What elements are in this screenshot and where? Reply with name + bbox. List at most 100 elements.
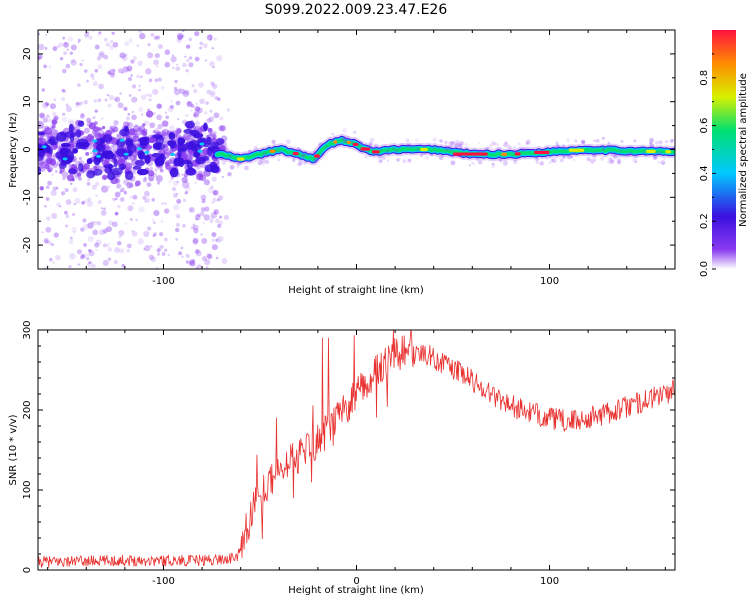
- noise-band-speck: [116, 133, 122, 139]
- noise-band-speck: [138, 125, 146, 133]
- noise-speck: [119, 52, 126, 59]
- noise-speck: [77, 263, 80, 266]
- noise-speck: [98, 229, 105, 236]
- noise-speck: [172, 66, 175, 69]
- ridge-speck: [491, 164, 496, 169]
- noise-speck: [44, 101, 49, 107]
- noise-band-speck: [129, 128, 137, 136]
- noise-blob: [60, 142, 71, 148]
- noise-band-speck: [149, 122, 156, 129]
- noise-speck: [131, 84, 137, 89]
- noise-speck: [70, 58, 75, 63]
- noise-speck: [65, 63, 71, 69]
- ridge-speck: [381, 155, 387, 161]
- noise-speck: [194, 181, 198, 185]
- ridge-speck: [331, 132, 335, 136]
- noise-band-speck: [83, 163, 90, 170]
- noise-speck: [152, 234, 156, 237]
- ridge-speck: [555, 141, 559, 145]
- ridge-speck: [507, 146, 510, 149]
- ridge-speck: [498, 157, 503, 162]
- noise-speck: [123, 179, 130, 186]
- noise-speck: [196, 213, 201, 218]
- noise-speck: [154, 266, 160, 269]
- ridge-speck: [368, 141, 373, 146]
- noise-speck: [194, 120, 200, 127]
- noise-speck: [219, 116, 224, 121]
- noise-speck: [88, 35, 93, 40]
- noise-speck: [46, 114, 50, 119]
- noise-speck: [129, 218, 133, 221]
- ridge-speck: [364, 155, 368, 159]
- noise-speck: [147, 52, 154, 59]
- noise-speck: [114, 98, 118, 101]
- ridge-speck: [658, 151, 663, 156]
- noise-speck: [185, 114, 189, 118]
- noise-speck: [49, 257, 53, 262]
- noise-speck: [212, 189, 219, 196]
- ridge-speck: [405, 143, 410, 148]
- noise-speck: [47, 180, 53, 186]
- noise-blob: [202, 155, 210, 161]
- noise-speck: [211, 200, 215, 204]
- noise-speck: [55, 254, 61, 261]
- ridge-speck: [583, 152, 586, 156]
- noise-band-speck: [126, 181, 133, 189]
- noise-speck: [83, 223, 90, 230]
- noise-speck: [160, 220, 164, 223]
- noise-speck: [86, 181, 91, 186]
- noise-speck: [46, 102, 50, 107]
- noise-band-speck: [44, 159, 50, 165]
- ridge-speck: [517, 142, 521, 146]
- colorbar-tick-label: 0.4: [699, 165, 710, 181]
- noise-speck: [117, 241, 122, 246]
- noise-band-speck: [50, 159, 56, 166]
- noise-speck: [193, 259, 196, 262]
- noise-speck: [164, 248, 168, 252]
- noise-band-speck: [122, 121, 130, 128]
- noise-speck: [212, 130, 217, 136]
- noise-speck: [140, 75, 143, 79]
- noise-blob: [124, 138, 134, 146]
- noise-band-speck: [157, 131, 161, 136]
- ridge-speck: [471, 161, 475, 165]
- ridge-speck: [634, 154, 639, 159]
- noise-speck: [45, 197, 50, 201]
- noise-speck: [227, 171, 232, 177]
- noise-speck: [45, 226, 52, 233]
- noise-blob: [132, 165, 142, 170]
- noise-speck: [211, 47, 214, 50]
- noise-speck: [213, 37, 217, 41]
- noise-speck: [63, 41, 70, 48]
- noise-speck: [88, 261, 92, 265]
- snr-xlabel: Height of straight line (km): [288, 585, 424, 596]
- noise-speck: [144, 190, 150, 197]
- ridge-speck: [581, 140, 585, 144]
- noise-speck: [174, 227, 180, 233]
- noise-speck: [217, 223, 222, 229]
- noise-band-speck: [147, 174, 155, 182]
- noise-speck: [205, 266, 209, 269]
- noise-speck: [194, 31, 200, 37]
- noise-speck: [151, 198, 156, 202]
- noise-speck: [124, 222, 127, 225]
- ridge-speck: [649, 143, 654, 148]
- noise-speck: [202, 256, 208, 262]
- ridge-speck: [298, 162, 301, 166]
- noise-speck: [191, 259, 195, 263]
- ridge-speck: [236, 161, 241, 167]
- noise-speck: [199, 41, 203, 46]
- noise-speck: [185, 260, 189, 264]
- ridge-speck: [450, 153, 454, 157]
- ridge-speck: [626, 153, 631, 158]
- noise-band-speck: [135, 127, 144, 136]
- ridge-speck: [438, 155, 444, 161]
- noise-speck: [132, 170, 137, 176]
- noise-speck: [147, 43, 151, 47]
- ridge-speck: [312, 150, 317, 155]
- colorbar-tick-label: 0.8: [699, 70, 710, 86]
- noise-blob: [86, 170, 96, 179]
- noise-speck: [77, 38, 81, 42]
- noise-speck: [43, 266, 47, 269]
- noise-speck: [217, 195, 224, 201]
